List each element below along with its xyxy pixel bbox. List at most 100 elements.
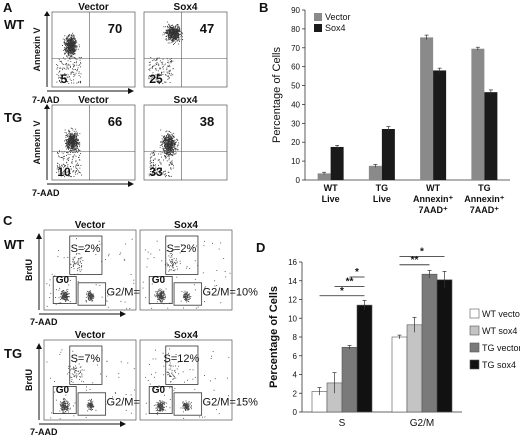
dot	[67, 81, 69, 83]
dot	[167, 139, 169, 140]
dot	[91, 300, 93, 302]
y-tick-label: 8	[293, 333, 298, 342]
dot	[167, 265, 169, 266]
s-phase-value: S=2%	[167, 243, 197, 255]
dot	[77, 149, 79, 151]
arrow-head	[128, 88, 134, 94]
dot	[90, 409, 92, 410]
dot	[69, 140, 71, 142]
dot	[70, 148, 72, 150]
dot	[169, 162, 171, 163]
dot	[168, 35, 170, 37]
dot	[178, 35, 180, 37]
dot	[170, 34, 171, 36]
dot	[72, 42, 73, 44]
dot	[88, 292, 90, 294]
dot	[172, 31, 173, 33]
dot	[91, 299, 92, 301]
dot	[67, 144, 69, 145]
dot	[78, 164, 80, 166]
dot	[70, 55, 72, 56]
dot	[68, 145, 70, 147]
dot	[46, 361, 48, 363]
dot	[69, 408, 71, 410]
dot	[175, 149, 176, 151]
dot	[163, 141, 165, 143]
quadrant-value-upper: 47	[200, 21, 214, 36]
dot	[78, 156, 79, 158]
dot	[158, 64, 160, 66]
dot	[70, 175, 71, 177]
dot	[71, 144, 73, 146]
dot	[62, 290, 64, 291]
panel-c: CWTTGVectorS=2%G0G2/M=8%BrdU7-AADSox4S=2…	[3, 213, 258, 437]
dot	[71, 41, 73, 42]
dot	[83, 381, 84, 383]
dot	[77, 270, 78, 272]
dot	[171, 134, 173, 136]
dot	[171, 149, 172, 151]
dot	[175, 31, 177, 33]
dot	[168, 368, 170, 370]
dot	[90, 402, 92, 404]
dot	[179, 252, 181, 254]
dot	[168, 130, 170, 132]
dot	[57, 167, 59, 168]
dot	[70, 66, 71, 67]
dot	[177, 32, 178, 34]
dot	[61, 294, 63, 296]
dot	[67, 147, 68, 149]
dot	[67, 39, 68, 41]
plot-title: Vector	[78, 2, 109, 13]
dot	[164, 140, 166, 141]
dot	[149, 64, 151, 66]
dot	[70, 45, 71, 46]
dot	[164, 174, 166, 176]
dot	[75, 150, 77, 152]
dot	[173, 141, 175, 143]
dot	[88, 298, 90, 300]
dot	[171, 265, 173, 267]
arrow-head	[44, 11, 50, 16]
dot	[59, 81, 61, 82]
dot	[75, 41, 77, 43]
dot	[69, 175, 70, 177]
dot	[156, 64, 157, 65]
dot	[197, 306, 199, 308]
dot	[169, 26, 171, 28]
dot	[158, 403, 159, 405]
dot	[73, 145, 75, 147]
dot	[70, 139, 71, 140]
dot	[70, 264, 72, 265]
dot	[174, 28, 176, 30]
dot	[69, 131, 71, 133]
dot	[159, 407, 161, 409]
dot	[71, 82, 72, 84]
dot	[167, 307, 169, 309]
dot	[156, 401, 158, 403]
dot	[72, 134, 74, 136]
dot	[71, 150, 72, 151]
dot	[168, 141, 169, 143]
dot	[62, 171, 64, 173]
dot	[69, 135, 71, 136]
dot	[70, 135, 72, 137]
dot	[51, 273, 53, 275]
flow-plot-frame	[143, 104, 228, 181]
dot	[162, 295, 164, 297]
dot	[165, 157, 167, 158]
dot	[75, 166, 77, 168]
dot	[185, 298, 187, 300]
dot	[90, 399, 91, 401]
dot	[73, 37, 75, 39]
dot	[149, 156, 151, 158]
dot	[154, 169, 155, 170]
dot	[64, 77, 66, 79]
dot	[189, 298, 191, 299]
dot	[160, 295, 161, 297]
dot	[73, 268, 75, 270]
dot	[168, 77, 170, 79]
dot	[87, 296, 89, 298]
dot	[120, 252, 122, 254]
dot	[80, 258, 82, 260]
